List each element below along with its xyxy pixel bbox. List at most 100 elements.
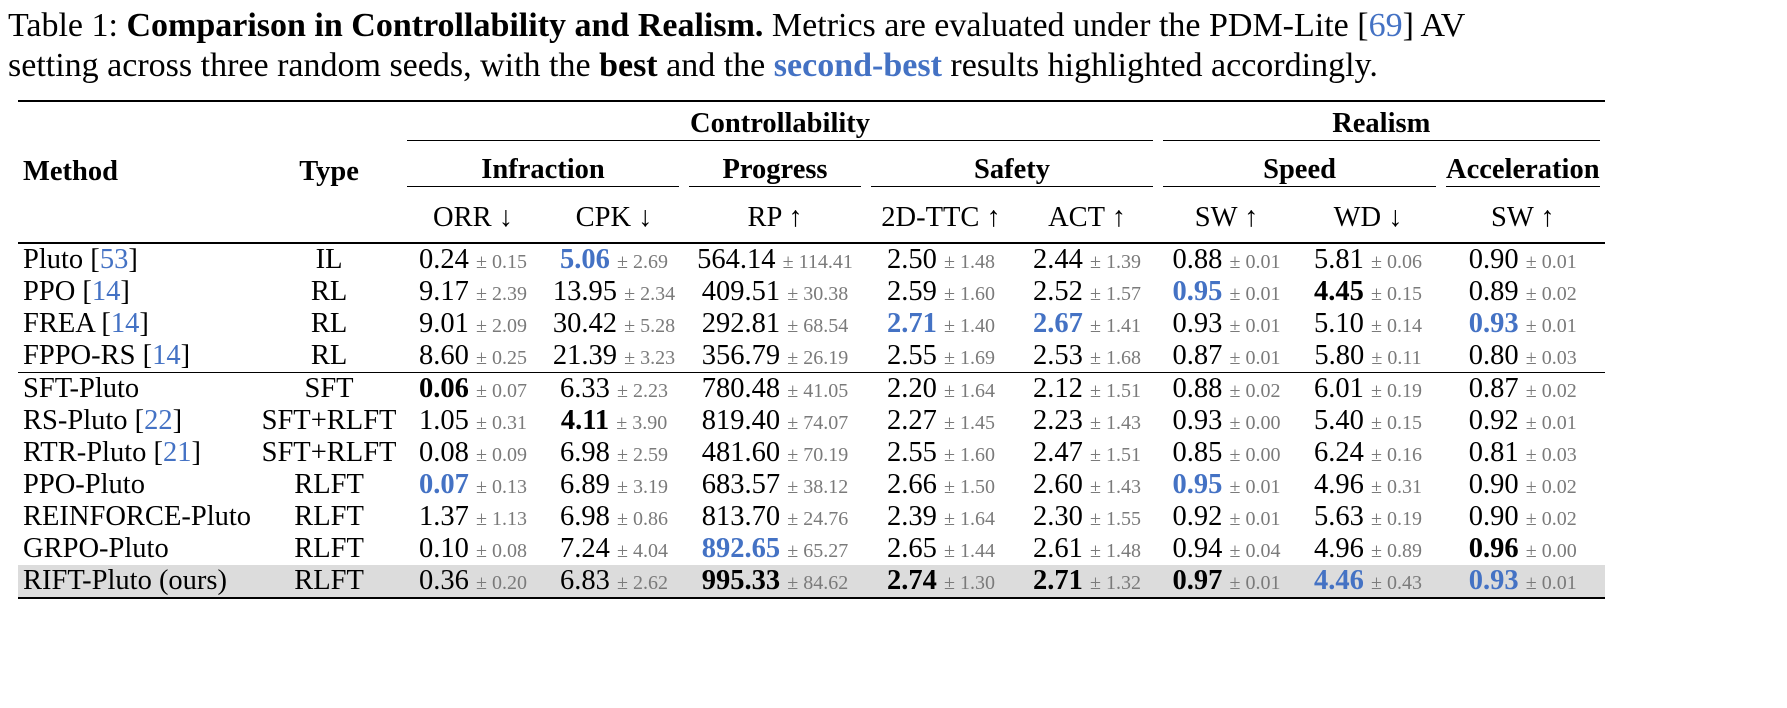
metric-cell: 0.93 ± 0.01 — [1158, 308, 1295, 340]
metric-cell: 6.01 ± 0.19 — [1295, 372, 1442, 405]
method-cell: Pluto [53] — [18, 242, 257, 276]
type-cell: RL — [310, 340, 348, 371]
metric-cell: 0.94 ± 0.04 — [1158, 533, 1295, 565]
method-cell: PPO [14] — [18, 276, 256, 308]
metric-cell: 2.55 ± 1.69 — [866, 340, 1016, 373]
metric-value: 2.44 — [1033, 244, 1083, 275]
metric-cell: 0.89 ± 0.02 — [1441, 276, 1605, 308]
metric-std: ± 0.15 — [1371, 412, 1423, 434]
metric-cell: 0.95 ± 0.01 — [1158, 276, 1295, 308]
metric-std: ± 0.02 — [1525, 283, 1577, 305]
metric-cell: 2.61 ± 1.48 — [1016, 533, 1158, 565]
citation-close: ] — [191, 437, 202, 468]
metric-value: 9.01 — [419, 308, 469, 339]
metric-value: 0.36 — [419, 565, 469, 596]
citation-link[interactable]: 21 — [163, 437, 192, 468]
citation-link[interactable]: 14 — [152, 340, 181, 371]
citation-close: ] — [139, 308, 149, 339]
metric-cell: 813.70 ± 24.76 — [684, 501, 866, 533]
metric-cell: 2.66 ± 1.50 — [866, 469, 1016, 501]
metric-std: ± 0.01 — [1229, 283, 1281, 305]
metric-std: ± 1.69 — [944, 347, 996, 369]
metric-header: SW ↑ — [1194, 202, 1259, 233]
metric-cell: 5.10 ± 0.14 — [1295, 308, 1441, 340]
metric-std: ± 0.14 — [1371, 315, 1423, 337]
citation-link[interactable]: 22 — [144, 405, 173, 436]
metric-cell: 0.08 ± 0.09 — [402, 437, 544, 469]
metric-std: ± 0.20 — [476, 572, 528, 594]
metric-std: ± 0.01 — [1229, 315, 1281, 337]
metric-cell: 0.90 ± 0.02 — [1441, 501, 1605, 533]
header-safety: Safety — [871, 154, 1154, 187]
metric-value: 2.47 — [1033, 437, 1083, 468]
metric-cell: 564.14 ± 114.41 — [684, 242, 867, 276]
metric-cell: 13.95 ± 2.34 — [544, 276, 684, 308]
citation-link[interactable]: 53 — [99, 244, 129, 275]
table-row: FPPO-RS [14] RL 8.60 ± 0.25 21.39 ± 3.23 356… — [18, 340, 1605, 373]
metric-std: ± 114.41 — [782, 251, 853, 273]
metric-cell: 4.96 ± 0.89 — [1295, 533, 1441, 565]
metric-value: 2.20 — [887, 373, 937, 404]
metric-value: 0.96 — [1468, 533, 1519, 564]
metric-cell: 409.51 ± 30.38 — [684, 276, 866, 308]
method-cell: RIFT-Pluto (ours) — [18, 565, 257, 599]
metric-cell: 5.81 ± 0.06 — [1295, 242, 1442, 276]
citation-link[interactable]: 14 — [110, 308, 140, 339]
metric-std: ± 70.19 — [787, 444, 849, 466]
type-cell: RLFT — [294, 501, 364, 532]
metric-std: ± 1.39 — [1090, 251, 1142, 273]
metric-cell: 9.01 ± 2.09 — [402, 308, 544, 340]
metric-std: ± 1.44 — [944, 540, 996, 562]
metric-std: ± 0.31 — [1371, 476, 1423, 498]
metric-std: ± 0.01 — [1229, 572, 1281, 594]
table-row: PPO-Pluto RLFT 0.07 ± 0.13 6.89 ± 3.19 683.5… — [18, 469, 1605, 501]
metric-value: 6.33 — [560, 373, 610, 404]
metric-std: ± 1.60 — [944, 283, 996, 305]
metric-std: ± 0.00 — [1229, 412, 1281, 434]
metric-std: ± 0.15 — [476, 251, 528, 273]
metric-value: 0.92 — [1172, 501, 1223, 532]
metric-value: 2.74 — [887, 565, 937, 596]
citation-link[interactable]: 14 — [91, 276, 121, 307]
metric-value: 0.06 — [419, 373, 469, 404]
caption-citation[interactable]: 69 — [1368, 7, 1403, 44]
metric-cell: 0.85 ± 0.00 — [1158, 437, 1295, 469]
metric-value: 409.51 — [701, 276, 781, 307]
metric-value: 0.95 — [1172, 276, 1223, 307]
type-cell: RLFT — [294, 469, 364, 500]
metric-std: ± 0.09 — [476, 444, 528, 466]
metric-std: ± 0.25 — [476, 347, 528, 369]
metric-header: CPK ↓ — [575, 202, 653, 233]
metric-std: ± 1.51 — [1090, 380, 1142, 402]
metric-std: ± 1.57 — [1090, 283, 1142, 305]
metric-value: 0.95 — [1172, 469, 1223, 500]
type-cell: SFT — [256, 372, 403, 405]
header-controllability: Controllability — [407, 108, 1154, 141]
metric-std: ± 0.43 — [1371, 572, 1423, 594]
caption-text-5: results highlighted accordingly. — [941, 47, 1378, 84]
metric-value: 0.87 — [1468, 373, 1519, 404]
table-row: REINFORCE-Pluto RLFT 1.37 ± 1.13 6.98 ± 0.8… — [18, 501, 1605, 533]
metric-cell: 6.33 ± 2.23 — [544, 372, 685, 405]
metric-header: RP ↑ — [747, 202, 803, 233]
metric-cell: 0.90 ± 0.01 — [1441, 242, 1605, 276]
metric-value: 4.45 — [1314, 276, 1364, 307]
metric-std: ± 1.51 — [1090, 444, 1142, 466]
metric-value: 2.65 — [887, 533, 937, 564]
caption-text-3: setting across three random seeds, with … — [8, 47, 600, 84]
metric-cell: 2.59 ± 1.60 — [866, 276, 1016, 308]
metric-std: ± 1.43 — [1090, 412, 1142, 434]
metric-value: 2.66 — [887, 469, 937, 500]
metric-cell: 4.46 ± 0.43 — [1295, 565, 1442, 599]
metric-cell: 5.40 ± 0.15 — [1295, 405, 1441, 437]
metric-cell: 0.10 ± 0.08 — [402, 533, 544, 565]
metric-value: 892.65 — [701, 533, 781, 564]
metric-value: 0.88 — [1172, 244, 1223, 275]
metric-cell: 8.60 ± 0.25 — [402, 340, 544, 373]
metric-std: ± 0.01 — [1229, 251, 1281, 273]
metric-cell: 0.96 ± 0.00 — [1441, 533, 1605, 565]
metric-value: 0.85 — [1172, 437, 1223, 468]
metric-cell: 2.27 ± 1.45 — [866, 405, 1016, 437]
metric-cell: 0.90 ± 0.02 — [1441, 469, 1605, 501]
caption-second-best: second-best — [773, 47, 942, 84]
